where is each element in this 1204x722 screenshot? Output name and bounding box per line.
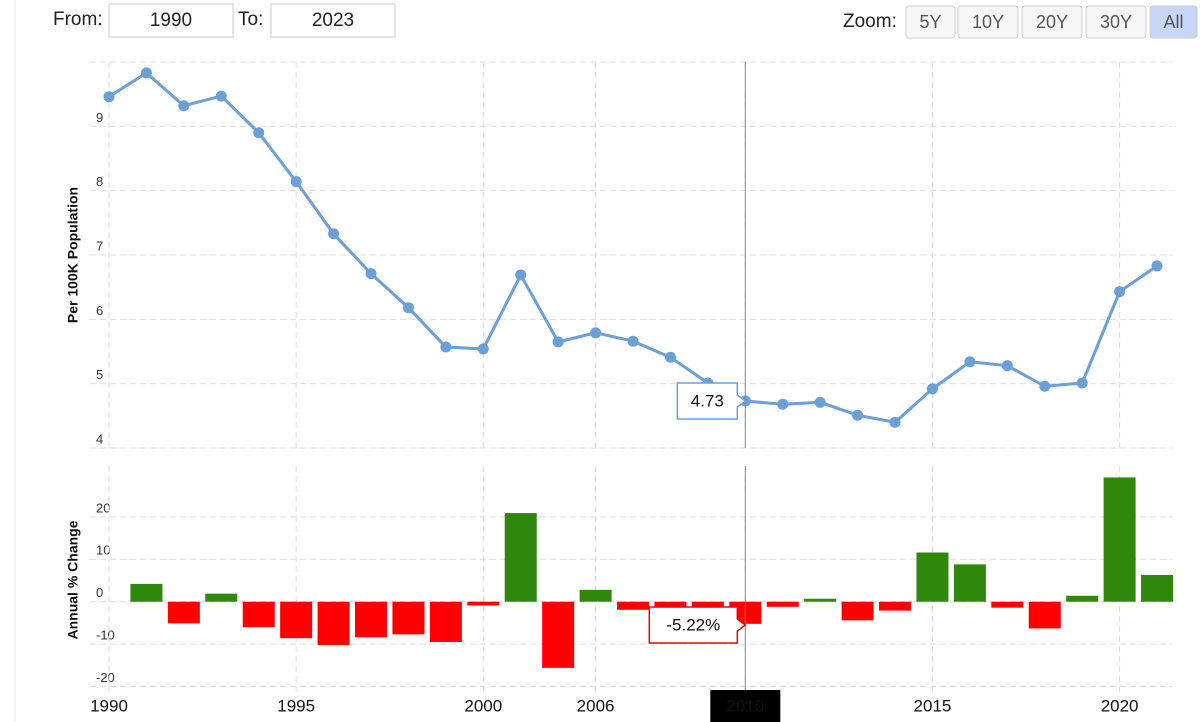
data-point (178, 100, 190, 112)
data-point (1001, 360, 1013, 372)
x-tick-label: 2020 (1101, 696, 1139, 715)
bar (130, 583, 163, 602)
data-point (777, 398, 789, 410)
x-tick-label: 2015 (914, 696, 952, 715)
data-point (1076, 377, 1088, 389)
tooltip-box (648, 606, 747, 644)
data-point (440, 341, 452, 353)
y-tick-label: 20 (96, 500, 110, 515)
data-point (515, 269, 527, 281)
x-tick-label: 2010 (726, 696, 764, 715)
bar (1103, 477, 1136, 602)
y-tick-label: -20 (96, 670, 115, 685)
y-axis-title: Per 100K Population (65, 187, 81, 323)
bar (429, 601, 462, 642)
zoom-label: Zoom: (843, 11, 897, 32)
zoom-buttons: 5Y 10Y 20Y 30Y All (905, 5, 1198, 39)
y-tick-label: 7 (96, 238, 103, 253)
bar (504, 513, 537, 602)
bar (804, 598, 837, 602)
data-point (964, 356, 976, 368)
bar (280, 601, 313, 639)
zoom-button[interactable] (1085, 5, 1147, 39)
data-point (1039, 380, 1051, 392)
bar (617, 601, 650, 610)
bar (205, 593, 238, 602)
data-point (215, 90, 227, 102)
x-tick-label: 2006 (577, 696, 615, 715)
bar (579, 589, 612, 602)
data-point (253, 127, 265, 139)
y-tick-label: -10 (96, 628, 115, 643)
bar (1066, 595, 1099, 602)
y-tick-label: 10 (96, 543, 110, 558)
data-point (852, 409, 864, 421)
data-point (664, 351, 676, 363)
x-tick-label: 1990 (90, 696, 128, 715)
data-point (328, 228, 340, 240)
zoom-button[interactable] (957, 5, 1019, 39)
data-point (477, 343, 489, 355)
bar (317, 601, 350, 645)
to-input[interactable] (270, 3, 396, 38)
bar (953, 564, 986, 602)
y-axis-title: Annual % Change (65, 520, 81, 639)
data-point (926, 383, 938, 395)
data-point (627, 335, 639, 347)
to-value[interactable]: 2023 (312, 10, 354, 31)
bar (1141, 574, 1174, 602)
bar (242, 601, 275, 628)
zoom-button[interactable] (1149, 5, 1198, 39)
data-point (1114, 286, 1126, 298)
y-tick-label: 6 (96, 303, 103, 318)
zoom-button-label[interactable]: 10Y (972, 12, 1004, 32)
data-point (814, 396, 826, 408)
data-point (103, 91, 115, 103)
bar (167, 601, 200, 624)
y-tick-label: 8 (96, 174, 103, 189)
bar (766, 601, 799, 607)
zoom-button-label[interactable]: 5Y (919, 12, 941, 32)
data-point (140, 67, 152, 79)
data-point (889, 416, 901, 428)
data-point (552, 336, 564, 348)
bar (841, 601, 874, 621)
bar (916, 552, 949, 602)
from-value[interactable]: 1990 (150, 10, 192, 31)
data-point (1151, 260, 1163, 272)
tooltip-label: 4.73 (691, 392, 724, 411)
zoom-button-label[interactable]: 20Y (1036, 12, 1068, 32)
y-tick-label: 9 (96, 110, 103, 125)
data-point (290, 176, 302, 188)
zoom-button-label[interactable]: All (1163, 12, 1183, 32)
bar (991, 601, 1024, 608)
bar (355, 601, 388, 638)
y-tick-label: 4 (96, 431, 103, 446)
from-label: From: (53, 9, 103, 30)
x-tick-highlight (710, 690, 781, 722)
zoom-button-label[interactable]: 30Y (1100, 12, 1132, 32)
data-point (590, 327, 602, 339)
zoom-button[interactable] (1021, 5, 1083, 39)
data-point (402, 302, 414, 314)
bar (542, 601, 575, 668)
to-label: To: (238, 9, 263, 30)
zoom-button[interactable] (905, 5, 956, 39)
y-tick-label: 5 (96, 367, 103, 382)
bar (392, 601, 425, 635)
bar (1028, 601, 1061, 629)
data-point (365, 268, 377, 280)
line-series (108, 71, 1158, 424)
x-tick-label: 1995 (277, 696, 315, 715)
bar (467, 601, 500, 606)
y-tick-label: 0 (96, 585, 103, 600)
tooltip-label: -5.22% (666, 615, 720, 634)
from-input[interactable] (108, 3, 234, 38)
tooltip-box (676, 382, 747, 420)
bar (879, 601, 912, 611)
x-tick-label: 2000 (464, 696, 502, 715)
